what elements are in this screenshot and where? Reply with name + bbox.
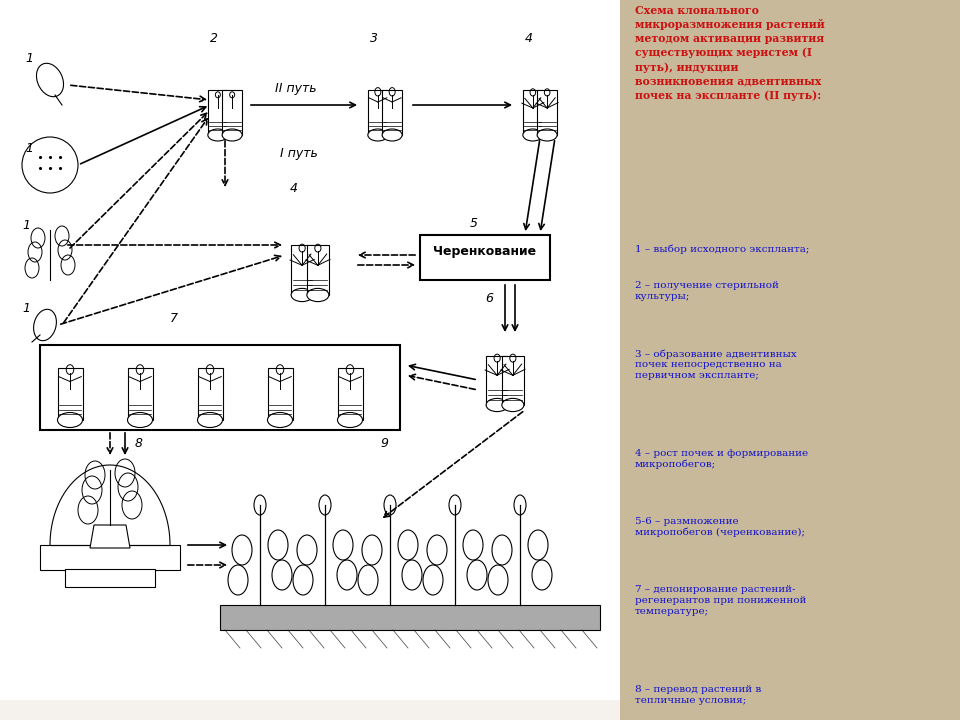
Ellipse shape — [486, 398, 508, 412]
Ellipse shape — [291, 289, 313, 302]
Text: 2 – получение стерильной
культуры;: 2 – получение стерильной культуры; — [635, 281, 779, 301]
Text: 5: 5 — [470, 217, 478, 230]
Bar — [40, 345, 400, 430]
Text: 7: 7 — [170, 312, 178, 325]
Text: 1 – выбор исходного экспланта;: 1 – выбор исходного экспланта; — [635, 245, 809, 254]
Bar — [382, 90, 402, 135]
Bar — [420, 235, 550, 280]
Text: 1: 1 — [22, 302, 30, 315]
Bar — [222, 90, 242, 135]
Text: 6: 6 — [485, 292, 493, 305]
Text: 4: 4 — [290, 182, 298, 195]
Text: 8 – перевод растений в
тепличные условия;: 8 – перевод растений в тепличные условия… — [635, 685, 761, 705]
Bar — [128, 367, 153, 420]
Text: 9: 9 — [380, 437, 388, 450]
Bar — [220, 605, 600, 630]
Text: 1: 1 — [25, 142, 33, 155]
Ellipse shape — [338, 413, 363, 428]
Bar — [0, 0, 620, 700]
Text: 5-6 – размножение
микропобегов (черенкование);: 5-6 – размножение микропобегов (черенков… — [635, 517, 805, 537]
Ellipse shape — [382, 129, 402, 141]
Bar — [307, 246, 329, 295]
Bar — [40, 545, 180, 570]
Bar — [502, 356, 524, 405]
Text: 1: 1 — [25, 52, 33, 65]
Text: 4: 4 — [525, 32, 533, 45]
Text: 1: 1 — [22, 219, 30, 232]
Ellipse shape — [538, 129, 557, 141]
Bar — [486, 356, 508, 405]
Bar — [291, 246, 313, 295]
Ellipse shape — [58, 413, 83, 428]
Ellipse shape — [307, 289, 329, 302]
Ellipse shape — [208, 129, 228, 141]
Text: 3 – образование адвентивных
почек непосредственно на
первичном экспланте;: 3 – образование адвентивных почек непоср… — [635, 349, 797, 380]
Text: 2: 2 — [210, 32, 218, 45]
Bar — [523, 90, 542, 135]
Text: Схема клонального
микроразмножения растений
методом активации развития
существую: Схема клонального микроразмножения расте… — [635, 5, 825, 101]
Text: 8: 8 — [135, 437, 143, 450]
Text: I путь: I путь — [280, 147, 318, 160]
Bar — [268, 367, 293, 420]
Bar — [538, 90, 557, 135]
Polygon shape — [90, 525, 130, 548]
Ellipse shape — [268, 413, 293, 428]
Ellipse shape — [368, 129, 388, 141]
Ellipse shape — [128, 413, 153, 428]
Ellipse shape — [198, 413, 223, 428]
Ellipse shape — [523, 129, 542, 141]
Text: II путь: II путь — [275, 82, 317, 95]
Bar — [198, 367, 223, 420]
Ellipse shape — [222, 129, 242, 141]
Bar — [620, 0, 960, 720]
Bar — [208, 90, 228, 135]
Bar — [338, 367, 363, 420]
Text: 4 – рост почек и формирование
микропобегов;: 4 – рост почек и формирование микропобег… — [635, 449, 808, 469]
Bar — [65, 569, 155, 587]
Text: 3: 3 — [370, 32, 378, 45]
Text: 7 – депонирование растений-
регенерантов при пониженной
температуре;: 7 – депонирование растений- регенерантов… — [635, 585, 806, 616]
Text: Черенкование: Черенкование — [433, 245, 537, 258]
Bar — [58, 367, 83, 420]
Ellipse shape — [502, 398, 524, 412]
Bar — [368, 90, 388, 135]
